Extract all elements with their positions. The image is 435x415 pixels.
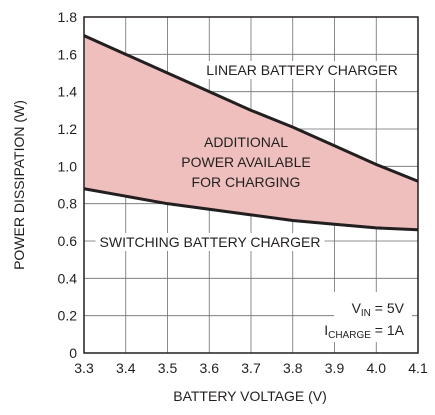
y-tick-label: 0.4 bbox=[58, 270, 78, 286]
y-tick-label: 0.6 bbox=[58, 233, 78, 249]
additional-power-region bbox=[84, 35, 418, 230]
condition-icharge-sub: CHARGE bbox=[328, 330, 371, 341]
condition-vin-value: = 5V bbox=[371, 300, 405, 316]
region-label-line-1: ADDITIONAL bbox=[204, 134, 288, 150]
plot-frame bbox=[83, 16, 419, 354]
y-tick-label: 0.2 bbox=[58, 308, 78, 324]
y-tick-label: 0 bbox=[69, 345, 77, 361]
region-label-line-3: FOR CHARGING bbox=[192, 174, 301, 190]
y-tick-label: 1.0 bbox=[58, 158, 78, 174]
series-line-switching-charger bbox=[83, 187, 419, 232]
y-tick-label: 1.2 bbox=[58, 121, 78, 137]
x-tick-label: 3.7 bbox=[241, 360, 261, 376]
condition-vin-main: V bbox=[352, 300, 362, 316]
x-tick-label: 3.3 bbox=[74, 360, 94, 376]
x-tick-label: 3.6 bbox=[200, 360, 220, 376]
linear-label-background bbox=[202, 61, 402, 79]
condition-icharge-main: I bbox=[324, 322, 328, 338]
conditions-background bbox=[334, 292, 412, 342]
y-axis-label: POWER DISSIPATION (W) bbox=[11, 100, 27, 270]
x-tick-label: 4.0 bbox=[367, 360, 387, 376]
series-label-linear-charger: LINEAR BATTERY CHARGER bbox=[206, 62, 397, 78]
condition-vin-sub: IN bbox=[361, 308, 371, 319]
x-tick-label: 3.9 bbox=[325, 360, 345, 376]
condition-icharge-value: = 1A bbox=[371, 322, 405, 338]
series-line-linear-charger bbox=[83, 34, 419, 183]
y-tick-label: 1.6 bbox=[58, 46, 78, 62]
y-tick-label: 1.4 bbox=[58, 84, 78, 100]
x-tick-label: 4.1 bbox=[408, 360, 428, 376]
x-axis-ticks: 3.3 3.4 3.5 3.6 3.7 3.8 3.9 4.0 4.1 bbox=[74, 360, 428, 376]
region-label-line-2: POWER AVAILABLE bbox=[181, 154, 310, 170]
condition-icharge: ICHARGE = 1A bbox=[324, 322, 404, 341]
x-tick-label: 3.5 bbox=[158, 360, 178, 376]
x-tick-label: 3.4 bbox=[116, 360, 136, 376]
x-tick-label: 3.8 bbox=[283, 360, 303, 376]
switching-label-background bbox=[95, 233, 325, 251]
y-axis-ticks: 0 0.2 0.4 0.6 0.8 1.0 1.2 1.4 1.6 1.8 bbox=[58, 9, 78, 361]
x-axis-label: BATTERY VOLTAGE (V) bbox=[173, 388, 327, 404]
y-tick-label: 0.8 bbox=[58, 196, 78, 212]
y-tick-label: 1.8 bbox=[58, 9, 78, 25]
condition-vin: VIN = 5V bbox=[352, 300, 405, 319]
series-label-switching-charger: SWITCHING BATTERY CHARGER bbox=[100, 234, 321, 250]
